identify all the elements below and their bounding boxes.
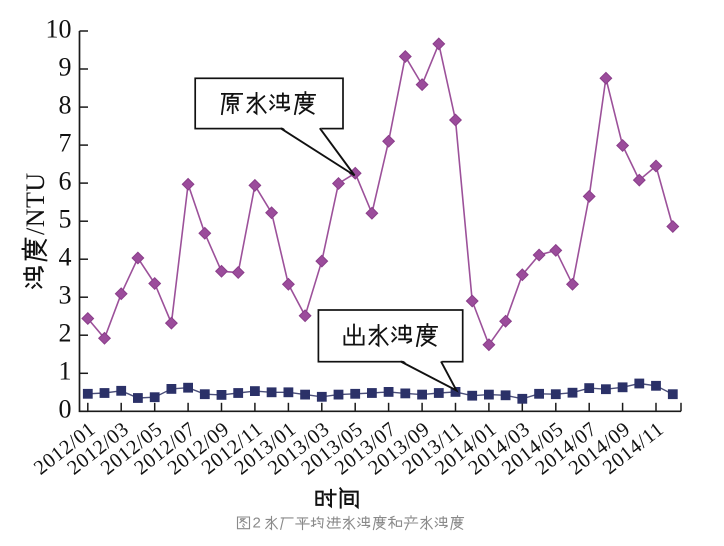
svg-text:0: 0 — [59, 395, 72, 424]
svg-text:9: 9 — [59, 52, 72, 81]
svg-text:2: 2 — [253, 515, 261, 532]
svg-text:1: 1 — [59, 357, 72, 386]
svg-text:/NTU: /NTU — [21, 172, 50, 235]
svg-text:5: 5 — [59, 205, 72, 234]
svg-text:10: 10 — [46, 14, 72, 43]
svg-text:8: 8 — [59, 90, 72, 119]
svg-text:2: 2 — [59, 319, 72, 348]
svg-text:3: 3 — [59, 281, 72, 310]
svg-text:4: 4 — [59, 243, 72, 272]
svg-text:7: 7 — [59, 128, 72, 157]
svg-text:6: 6 — [59, 166, 72, 195]
